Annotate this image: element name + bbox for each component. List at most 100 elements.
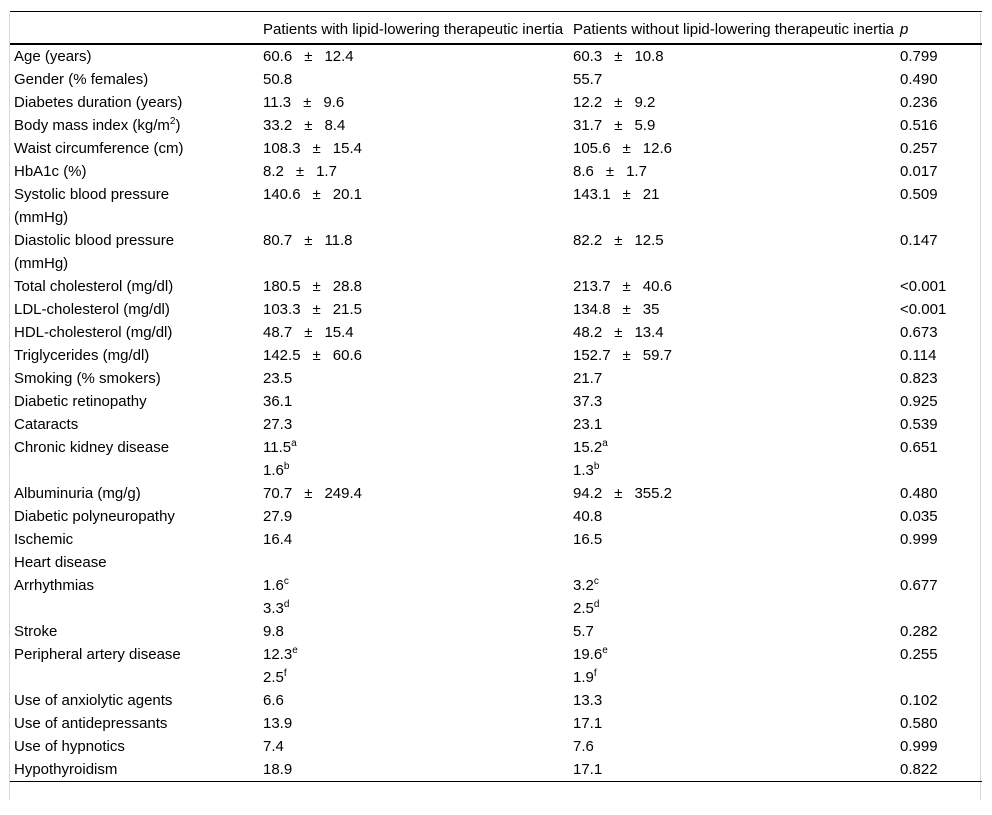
- p-value: 0.257: [900, 140, 938, 157]
- p-value: 0.823: [900, 370, 938, 387]
- value-without-inertia: 55.7: [573, 71, 603, 88]
- table-row: Age (years) 60.6 ±12.4 60.3 ±10.8 0.799: [10, 45, 982, 68]
- value-without-inertia: 5.7: [573, 623, 594, 640]
- value-with-inertia: 27.9: [263, 508, 293, 525]
- value-with-inertia: 6.6: [263, 692, 284, 709]
- table-row: Stroke 9.8 5.7 0.282: [10, 620, 982, 643]
- row-label: Diabetic retinopathy: [14, 393, 147, 410]
- table-row: Total cholesterol (mg/dl) 180.5 ±28.8 213.7…: [10, 275, 982, 298]
- table-body: Age (years) 60.6 ±12.4 60.3 ±10.8 0.799 Gender…: [10, 45, 982, 781]
- value-with-inertia: 140.6 ±20.1: [263, 186, 362, 203]
- table-header-rule: [10, 43, 982, 45]
- comparison-table: Patients with lipid-lowering therapeutic…: [10, 11, 982, 782]
- value-with-inertia: 103.3 ±21.5: [263, 301, 362, 318]
- value-with-inertia: 180.5 ±28.8: [263, 278, 362, 295]
- value-without-inertia: 94.2 ±355.2: [573, 485, 672, 502]
- value-without-inertia: 17.1: [573, 761, 603, 778]
- row-label: Peripheral artery disease: [14, 646, 181, 663]
- value-without-inertia: 23.1: [573, 416, 603, 433]
- p-value: 0.490: [900, 71, 938, 88]
- value-with-inertia: 8.2 ±1.7: [263, 163, 337, 180]
- p-value: 0.114: [900, 347, 937, 364]
- value-without-inertia: 143.1 ±21: [573, 186, 660, 203]
- table-row: Cataracts 27.3 23.1 0.539: [10, 413, 982, 436]
- p-value: 0.651: [900, 439, 938, 456]
- p-value: <0.001: [900, 278, 947, 295]
- value-without-inertia: 12.2 ±9.2: [573, 94, 656, 111]
- value-with-inertia: 18.9: [263, 761, 293, 778]
- p-value: 0.480: [900, 485, 938, 502]
- p-value: 0.673: [900, 324, 938, 341]
- row-label: Chronic kidney disease: [14, 439, 170, 456]
- row-label: Albuminuria (mg/g): [14, 485, 141, 502]
- table-row: Use of antidepressants 13.9 17.1 0.580: [10, 712, 982, 735]
- row-label: Stroke: [14, 623, 58, 640]
- table-top-rule: [10, 11, 982, 12]
- value-with-inertia: 60.6 ±12.4: [263, 48, 354, 65]
- table-row: Systolic blood pressure (mmHg) 140.6 ±20.1 1…: [10, 183, 982, 229]
- p-value: 0.282: [900, 623, 938, 640]
- table-row: Albuminuria (mg/g) 70.7 ±249.4 94.2 ±355.2 0.…: [10, 482, 982, 505]
- value-with-inertia: 80.7 ±11.8: [263, 232, 353, 249]
- value-with-inertia: 36.1: [263, 393, 293, 410]
- row-label: Ischemic Heart disease: [14, 531, 107, 571]
- row-label: Diabetes duration (years): [14, 94, 183, 111]
- table-row: Diabetes duration (years) 11.3 ±9.6 12.2 ±9.…: [10, 91, 982, 114]
- value-with-inertia: 142.5 ±60.6: [263, 347, 362, 364]
- table-row: LDL-cholesterol (mg/dl) 103.3 ±21.5 134.8 ±3…: [10, 298, 982, 321]
- row-label: Use of anxiolytic agents: [14, 692, 173, 709]
- p-value: <0.001: [900, 301, 947, 318]
- table-left-border: [9, 13, 10, 800]
- p-value: 0.925: [900, 393, 938, 410]
- table-row: Chronic kidney disease 11.5a 1.6b 15.2a 1.3b…: [10, 436, 982, 482]
- row-label: Arrhythmias: [14, 577, 95, 594]
- value-without-inertia: 82.2 ±12.5: [573, 232, 664, 249]
- header-empty: [10, 19, 263, 40]
- table-row: Hypothyroidism 18.9 17.1 0.822: [10, 758, 982, 781]
- value-without-inertia: 17.1: [573, 715, 603, 732]
- table-row: Ischemic Heart disease 16.4 16.5 0.999: [10, 528, 982, 574]
- value-with-inertia: 108.3 ±15.4: [263, 140, 362, 157]
- row-label: HbA1c (%): [14, 163, 87, 180]
- row-label: Use of hypnotics: [14, 738, 125, 755]
- value-without-inertia: 40.8: [573, 508, 603, 525]
- value-without-inertia: 213.7 ±40.6: [573, 278, 672, 295]
- table-row: HDL-cholesterol (mg/dl) 48.7 ±15.4 48.2 ±13.…: [10, 321, 982, 344]
- row-label: Total cholesterol (mg/dl): [14, 278, 174, 295]
- value-with-inertia: 11.3 ±9.6: [263, 94, 345, 111]
- value-without-inertia: 16.5: [573, 531, 603, 548]
- value-with-inertia: 27.3: [263, 416, 293, 433]
- p-value: 0.509: [900, 186, 938, 203]
- value-without-inertia: 15.2a 1.3b: [573, 438, 608, 480]
- value-with-inertia: 1.6c 3.3d: [263, 576, 290, 618]
- header-group-with-inertia: Patients with lipid-lowering therapeutic…: [263, 21, 564, 38]
- row-label: LDL-cholesterol (mg/dl): [14, 301, 170, 318]
- p-value: 0.799: [900, 48, 938, 65]
- table-header: Patients with lipid-lowering therapeutic…: [10, 12, 982, 43]
- value-with-inertia: 48.7 ±15.4: [263, 324, 354, 341]
- table-row: Peripheral artery disease 12.3e 2.5f 19.6e 1…: [10, 643, 982, 689]
- row-label: Body mass index (kg/m2): [14, 116, 181, 135]
- p-value: 0.822: [900, 761, 938, 778]
- header-p-value: p: [900, 21, 909, 38]
- table-row: HbA1c (%) 8.2 ±1.7 8.6 ±1.7 0.017: [10, 160, 982, 183]
- table-row: Use of hypnotics 7.4 7.6 0.999: [10, 735, 982, 758]
- value-with-inertia: 70.7 ±249.4: [263, 485, 362, 502]
- value-without-inertia: 134.8 ±35: [573, 301, 660, 318]
- table-row: Diabetic retinopathy 36.1 37.3 0.925: [10, 390, 982, 413]
- value-without-inertia: 3.2c 2.5d: [573, 576, 600, 618]
- p-value: 0.236: [900, 94, 938, 111]
- value-with-inertia: 13.9: [263, 715, 293, 732]
- p-value: 0.035: [900, 508, 938, 525]
- row-label: Use of antidepressants: [14, 715, 168, 732]
- table-row: Waist circumference (cm) 108.3 ±15.4 105.6 ±…: [10, 137, 982, 160]
- table-row: Smoking (% smokers) 23.5 21.7 0.823: [10, 367, 982, 390]
- value-without-inertia: 152.7 ±59.7: [573, 347, 672, 364]
- table-row: Diabetic polyneuropathy 27.9 40.8 0.035: [10, 505, 982, 528]
- p-value: 0.255: [900, 646, 938, 663]
- value-with-inertia: 33.2 ±8.4: [263, 117, 346, 134]
- row-label: Hypothyroidism: [14, 761, 118, 778]
- table-bottom-rule: [10, 781, 982, 782]
- p-value: 0.102: [900, 692, 938, 709]
- table-row: Diastolic blood pressure (mmHg) 80.7 ±11.8 8…: [10, 229, 982, 275]
